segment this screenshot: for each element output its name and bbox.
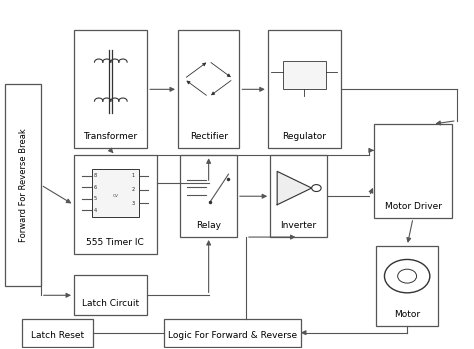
Bar xyxy=(74,275,147,315)
Text: Logic For Forward & Reverse: Logic For Forward & Reverse xyxy=(168,331,297,340)
Bar xyxy=(5,84,41,286)
Text: 6: 6 xyxy=(94,185,97,190)
Text: Relay: Relay xyxy=(196,221,221,230)
Bar xyxy=(268,30,341,148)
Text: 3: 3 xyxy=(132,201,135,206)
Text: CV: CV xyxy=(112,193,118,198)
Bar xyxy=(270,155,327,237)
Text: Latch Reset: Latch Reset xyxy=(31,331,84,340)
Text: Latch Circuit: Latch Circuit xyxy=(82,299,139,308)
Bar xyxy=(22,319,93,347)
Bar xyxy=(178,30,239,148)
Bar xyxy=(74,30,147,148)
Text: 555 Timer IC: 555 Timer IC xyxy=(86,238,144,247)
Bar xyxy=(74,155,156,254)
Bar xyxy=(91,169,139,217)
Text: Rectifier: Rectifier xyxy=(190,133,228,141)
Text: 5: 5 xyxy=(94,196,97,201)
Text: Forward For Reverse Break: Forward For Reverse Break xyxy=(18,128,27,242)
Text: Inverter: Inverter xyxy=(281,221,317,230)
Text: 4: 4 xyxy=(94,208,97,213)
Bar xyxy=(374,124,452,218)
Text: 2: 2 xyxy=(132,187,135,192)
Text: 1: 1 xyxy=(132,173,135,178)
Bar xyxy=(283,61,326,89)
Text: Motor: Motor xyxy=(394,310,420,319)
Text: Motor Driver: Motor Driver xyxy=(384,202,442,211)
Text: Regulator: Regulator xyxy=(283,133,326,141)
Text: Transformer: Transformer xyxy=(83,133,137,141)
Bar xyxy=(164,319,301,347)
Bar xyxy=(376,246,438,326)
Polygon shape xyxy=(277,171,312,205)
Bar xyxy=(180,155,237,237)
Text: 8: 8 xyxy=(94,173,97,178)
